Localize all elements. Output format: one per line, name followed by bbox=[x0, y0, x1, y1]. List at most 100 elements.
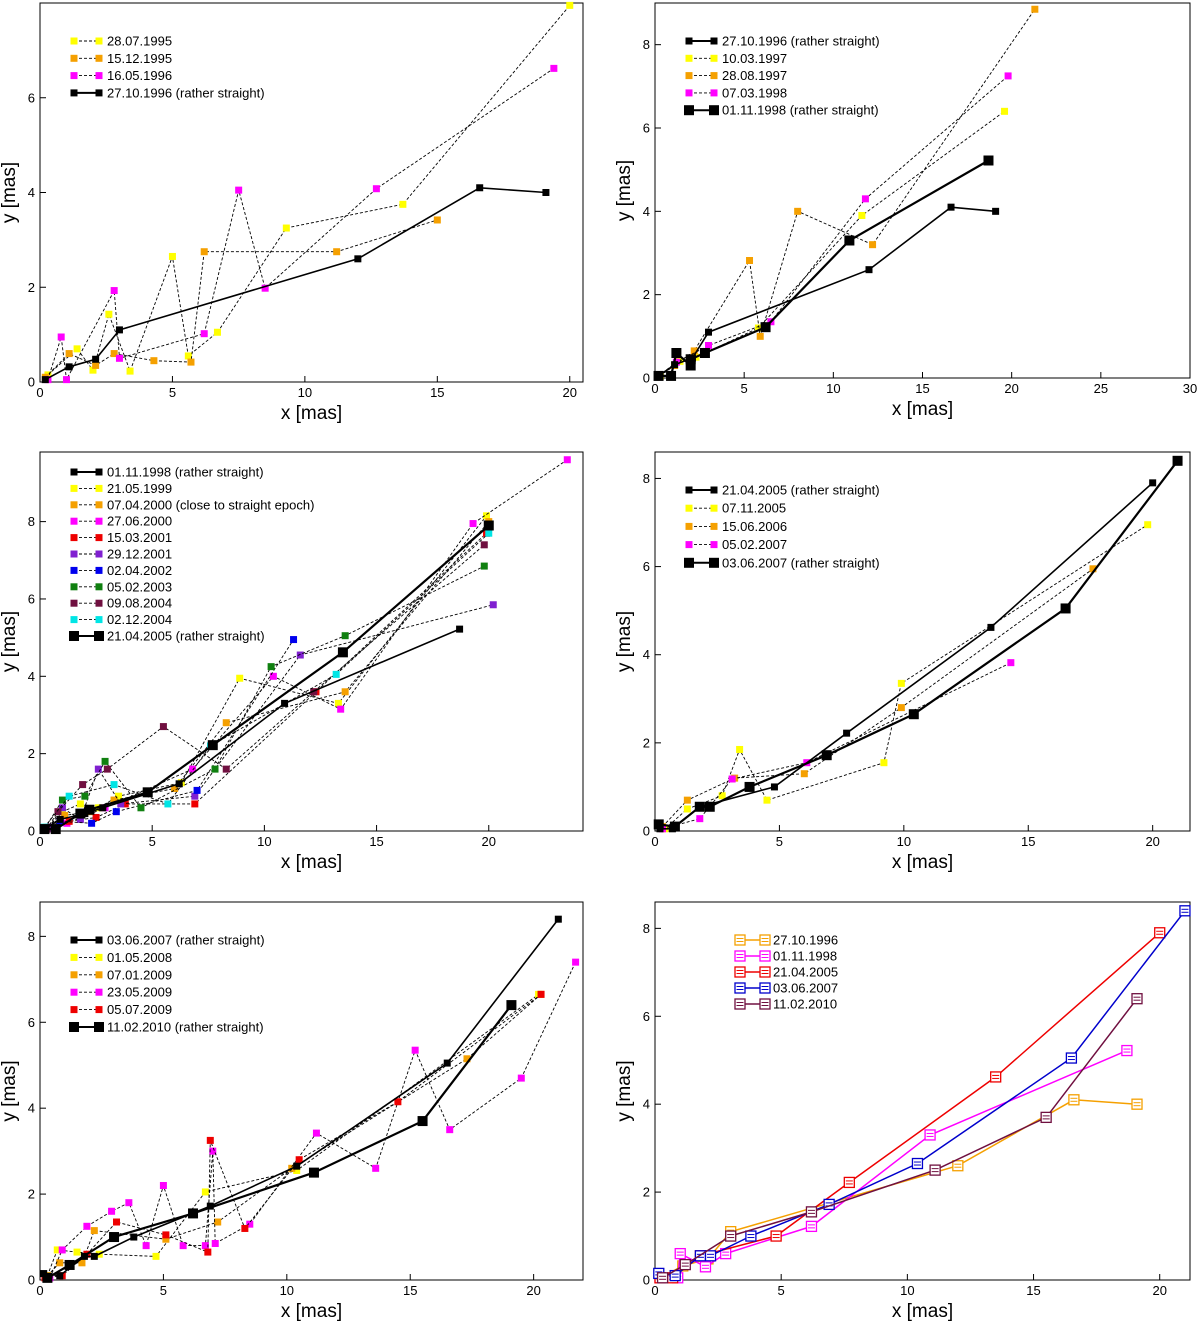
data-point bbox=[206, 1202, 214, 1210]
legend-marker bbox=[70, 599, 78, 607]
data-point bbox=[113, 1218, 121, 1226]
y-tick-label: 4 bbox=[28, 185, 35, 200]
data-point bbox=[843, 729, 851, 737]
y-tick-label: 0 bbox=[28, 824, 35, 839]
data-point bbox=[394, 1098, 402, 1106]
legend-label: 27.10.1996 (rather straight) bbox=[107, 85, 265, 100]
data-point bbox=[805, 1220, 818, 1233]
legend-marker bbox=[70, 517, 78, 525]
y-tick-label: 4 bbox=[28, 669, 35, 684]
series-line bbox=[44, 219, 438, 378]
y-tick-label: 8 bbox=[643, 471, 650, 486]
x-axis-label: x [mas] bbox=[281, 1301, 342, 1322]
data-point bbox=[200, 248, 208, 256]
x-tick-label: 15 bbox=[403, 1283, 417, 1298]
data-point bbox=[728, 775, 736, 783]
data-point bbox=[334, 699, 342, 707]
data-point bbox=[411, 1046, 419, 1054]
legend: 21.04.2005 (rather straight) 07.11.2005 15… bbox=[684, 483, 880, 570]
data-point bbox=[480, 562, 488, 570]
data-point bbox=[241, 1224, 249, 1232]
x-tick-label: 15 bbox=[1021, 834, 1035, 849]
legend-entry: 01.11.1998 (rather straight) bbox=[70, 465, 264, 480]
x-tick-label: 5 bbox=[169, 385, 176, 400]
data-point bbox=[685, 354, 696, 365]
legend-entry: 28.08.1997 bbox=[685, 68, 787, 83]
series-27.06.2000 bbox=[43, 456, 571, 833]
legend-marker bbox=[70, 484, 78, 492]
data-point bbox=[992, 207, 1000, 215]
legend-entry: 02.12.2004 bbox=[70, 612, 172, 627]
x-tick-label: 0 bbox=[36, 834, 43, 849]
data-point bbox=[446, 1126, 454, 1134]
legend-label: 11.02.2010 bbox=[773, 997, 837, 1012]
legend-entry: 27.06.2000 bbox=[70, 514, 172, 529]
data-point bbox=[191, 800, 199, 808]
data-point bbox=[88, 819, 96, 827]
data-point bbox=[207, 740, 218, 751]
data-point bbox=[81, 792, 89, 800]
data-point bbox=[236, 674, 244, 682]
data-point bbox=[105, 310, 113, 318]
legend-label: 03.06.2007 bbox=[773, 981, 838, 996]
legend-entry: 05.02.2003 bbox=[70, 579, 172, 594]
legend-entry: 16.05.1996 bbox=[70, 68, 172, 83]
x-axis-label: x [mas] bbox=[892, 1301, 953, 1322]
data-point bbox=[79, 781, 87, 789]
legend-label: 10.03.1997 bbox=[722, 51, 787, 66]
series-line bbox=[46, 521, 490, 828]
x-tick-label: 10 bbox=[280, 1283, 294, 1298]
data-point bbox=[341, 688, 349, 696]
chart-panel-4: 0 5 10 15 20 0 2 4 6 8 x [mas] y [mas] 21.04.2005 (r… bbox=[614, 451, 1191, 873]
legend-marker bbox=[70, 1006, 78, 1014]
legend-marker bbox=[759, 982, 771, 994]
data-point bbox=[483, 520, 494, 531]
legend-label: 15.06.2006 bbox=[722, 519, 787, 534]
x-tick-label: 15 bbox=[369, 834, 383, 849]
series-line bbox=[658, 910, 1186, 1277]
data-point bbox=[109, 1232, 120, 1243]
data-point bbox=[73, 1248, 81, 1256]
data-point bbox=[897, 679, 905, 687]
chart-panel-5: 0 5 10 15 20 0 2 4 6 8 x [mas] y [mas] 03.06.2007 (r… bbox=[0, 901, 584, 1322]
data-point bbox=[110, 781, 118, 789]
data-point bbox=[103, 765, 111, 773]
series-line bbox=[46, 544, 485, 830]
data-point bbox=[399, 200, 407, 208]
legend-entry: 28.07.1995 bbox=[70, 34, 172, 49]
legend-entry: 15.06.2006 bbox=[685, 519, 787, 534]
data-point bbox=[683, 805, 691, 813]
data-point bbox=[704, 801, 715, 812]
series-01.11.1998 (rather straight) bbox=[40, 625, 464, 833]
legend-entry: 21.04.2005 (rather straight) bbox=[69, 629, 265, 644]
y-tick-label: 2 bbox=[28, 746, 35, 761]
x-tick-label: 10 bbox=[826, 381, 840, 396]
legend-marker bbox=[95, 89, 103, 97]
legend-marker bbox=[95, 550, 103, 558]
data-point bbox=[64, 1259, 75, 1270]
legend-label: 07.01.2009 bbox=[107, 967, 172, 982]
y-tick-label: 0 bbox=[28, 1273, 35, 1288]
data-point bbox=[56, 1259, 64, 1267]
legend: 27.10.1996 (rather straight) 10.03.1997 28… bbox=[684, 34, 880, 118]
data-point bbox=[290, 636, 298, 644]
data-point bbox=[480, 541, 488, 549]
data-point bbox=[506, 1000, 517, 1011]
legend-marker bbox=[70, 583, 78, 591]
data-point bbox=[75, 808, 86, 819]
data-point bbox=[188, 1208, 199, 1219]
data-point bbox=[794, 207, 802, 215]
data-point bbox=[443, 1059, 451, 1067]
data-point bbox=[65, 363, 73, 371]
legend-marker bbox=[69, 1022, 79, 1032]
data-point bbox=[214, 1218, 222, 1226]
data-point bbox=[433, 216, 441, 224]
series-line bbox=[44, 186, 546, 381]
legend-label: 07.03.1998 bbox=[722, 85, 787, 100]
x-tick-label: 5 bbox=[149, 834, 156, 849]
data-point bbox=[690, 347, 698, 355]
data-point bbox=[142, 1242, 150, 1250]
data-point bbox=[333, 248, 341, 256]
legend-marker bbox=[95, 936, 103, 944]
data-point bbox=[653, 370, 664, 381]
